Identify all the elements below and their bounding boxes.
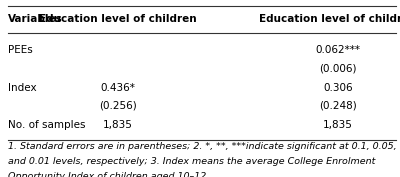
- Text: 0.062***: 0.062***: [316, 45, 360, 55]
- Text: (0.006): (0.006): [319, 63, 357, 73]
- Text: and 0.01 levels, respectively; 3. Index means the average College Enrolment: and 0.01 levels, respectively; 3. Index …: [8, 157, 375, 166]
- Text: 1. Standard errors are in parentheses; 2. *, **, ***indicate significant at 0.1,: 1. Standard errors are in parentheses; 2…: [8, 142, 397, 152]
- Text: (0.248): (0.248): [319, 100, 357, 110]
- Text: Education level of children: Education level of children: [259, 14, 400, 24]
- Text: 1,835: 1,835: [323, 120, 353, 130]
- Text: Variables: Variables: [8, 14, 63, 24]
- Text: No. of samples: No. of samples: [8, 120, 86, 130]
- Text: 0.436*: 0.436*: [100, 83, 136, 93]
- Text: (0.256): (0.256): [99, 100, 137, 110]
- Text: 1,835: 1,835: [103, 120, 133, 130]
- Text: PEEs: PEEs: [8, 45, 33, 55]
- Text: 0.306: 0.306: [323, 83, 353, 93]
- Text: Index: Index: [8, 83, 37, 93]
- Text: Opportunity Index of children aged 10–12.: Opportunity Index of children aged 10–12…: [8, 172, 209, 177]
- Text: Education level of children: Education level of children: [39, 14, 197, 24]
